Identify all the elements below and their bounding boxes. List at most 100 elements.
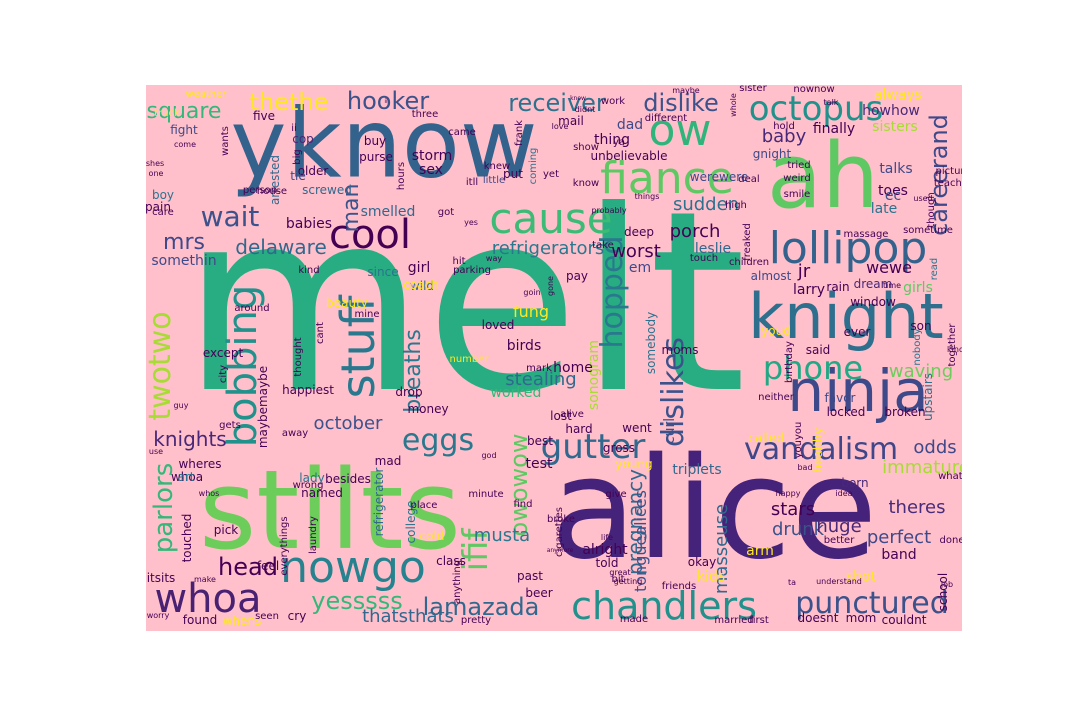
word-115: moms	[661, 343, 699, 357]
word-120: girls	[903, 280, 933, 296]
word-11: octopus	[748, 89, 884, 129]
word-227: cant	[315, 322, 326, 344]
word-202: truck	[154, 108, 180, 119]
word-188: different	[644, 113, 688, 124]
word-177: gross	[602, 441, 636, 455]
word-22: vandalism	[743, 432, 899, 467]
word-56: stars	[770, 499, 816, 520]
word-263: job	[940, 580, 954, 589]
word-186: number	[449, 354, 489, 365]
word-99: tie	[290, 169, 306, 183]
word-117: almost	[750, 269, 792, 283]
word-225: weird	[783, 173, 811, 184]
word-280: bad	[797, 463, 813, 472]
word-89: dad	[616, 117, 644, 133]
word-155: happiest	[282, 383, 334, 397]
word-236: broke	[547, 514, 575, 525]
word-114: somebody	[644, 311, 658, 375]
word-248: alive	[560, 409, 584, 420]
word-289: anymore	[546, 547, 574, 554]
word-211: teacher	[933, 178, 962, 189]
word-247: anything	[452, 559, 463, 605]
word-231: away	[281, 428, 309, 439]
word-238: friends	[661, 581, 697, 592]
word-94: gnight	[752, 147, 792, 161]
word-251: touch	[689, 253, 719, 264]
word-77: worked	[490, 385, 542, 401]
word-130: healthy	[811, 427, 825, 473]
word-90: mail	[558, 114, 584, 128]
word-12: cool	[328, 212, 412, 258]
word-101: arrested	[268, 154, 282, 206]
word-140: okay	[687, 555, 717, 569]
word-122: son	[910, 319, 932, 333]
word-132: better	[823, 535, 855, 546]
word-267: whos	[198, 489, 220, 498]
word-126: favor	[824, 391, 856, 405]
word-21: gutter	[540, 427, 646, 467]
word-246: find	[513, 499, 533, 510]
word-31: wait	[200, 200, 260, 233]
word-194: tried	[787, 160, 811, 171]
word-270: come	[173, 140, 197, 149]
word-233: laundry	[308, 516, 319, 554]
word-51: theres	[888, 497, 946, 518]
word-32: mrs	[163, 230, 205, 255]
word-288: know	[570, 95, 586, 102]
word-241: first	[749, 615, 769, 626]
word-49: sudden	[672, 194, 740, 215]
word-cloud: melt alice stilts yknow ah knight ninja lollipo…	[146, 85, 962, 631]
word-166: itsits	[146, 571, 176, 585]
word-79: toes	[878, 183, 908, 199]
word-82: ec	[884, 188, 902, 204]
word-63: jr	[797, 261, 811, 282]
word-199: nobody	[912, 328, 923, 366]
word-183: kind	[298, 265, 320, 276]
word-286: goin	[523, 288, 541, 297]
word-249: freaked	[742, 223, 753, 261]
word-55: drunk	[771, 519, 825, 540]
word-182: pay	[565, 269, 589, 283]
word-272: whole	[729, 93, 738, 117]
word-0: melt	[181, 157, 747, 448]
word-187: work	[600, 96, 626, 107]
word-65: wewe	[866, 258, 912, 277]
word-124: birthday	[784, 341, 795, 383]
word-76: somethin	[151, 253, 217, 269]
word-154: drop	[395, 385, 423, 399]
word-108: little	[482, 175, 506, 186]
word-228: thought	[293, 337, 304, 377]
word-69: triplets	[672, 462, 722, 478]
word-78: home	[553, 360, 593, 376]
word-277: probably	[591, 206, 627, 215]
word-172: city	[218, 364, 229, 384]
word-24: phone	[762, 349, 864, 387]
word-113: birds	[506, 338, 542, 354]
word-118: rain	[826, 280, 850, 294]
word-158: except	[202, 346, 244, 360]
word-257: kinda	[947, 345, 962, 354]
word-256: time	[882, 281, 902, 290]
word-209: done	[939, 535, 962, 546]
word-167: found	[182, 613, 218, 627]
word-16: punctured	[795, 586, 949, 621]
word-102: boy	[151, 188, 175, 202]
word-5: knight	[748, 280, 944, 353]
word-176: young	[615, 457, 653, 471]
word-212: neither	[758, 392, 794, 403]
word-268: shes	[146, 159, 165, 168]
word-230: gets	[219, 420, 241, 431]
word-181: deep	[624, 225, 654, 239]
word-159: whoa	[170, 470, 204, 484]
word-226: know	[572, 178, 600, 189]
word-134: mom	[845, 611, 877, 625]
word-93: unbelievable	[590, 149, 668, 163]
word-157: mine	[354, 309, 380, 320]
word-98: older	[297, 164, 329, 178]
word-70: em	[628, 260, 652, 276]
word-156: loved	[481, 318, 515, 332]
word-15: whoa	[154, 576, 262, 622]
word-58: thatsthats	[362, 606, 454, 627]
word-206: coach	[403, 278, 439, 292]
word-193: sister	[739, 85, 767, 94]
